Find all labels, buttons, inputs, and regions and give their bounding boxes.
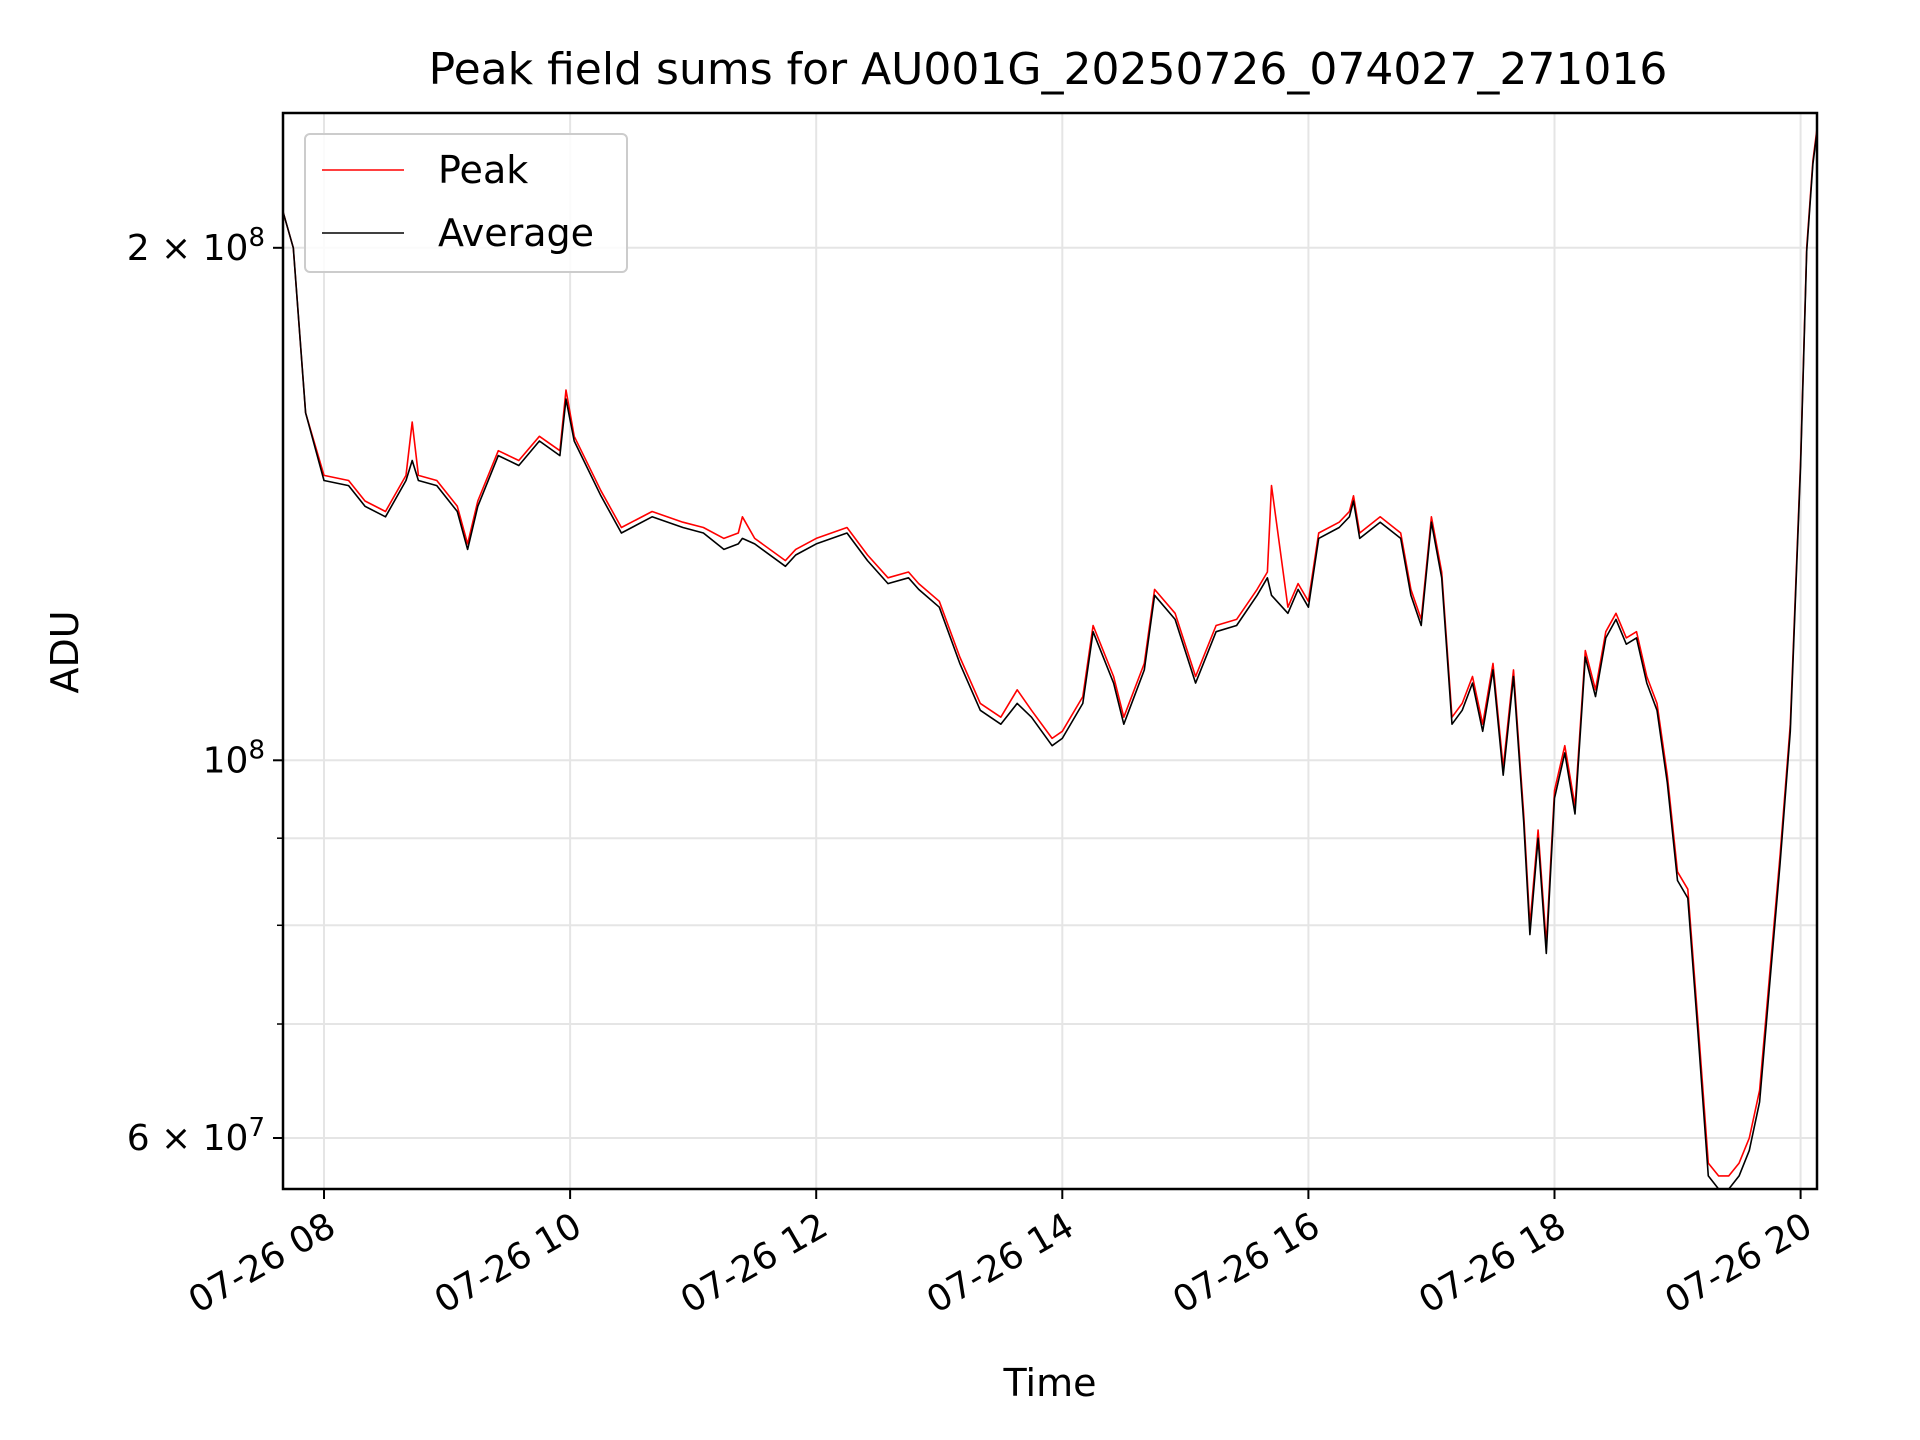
legend-label-peak: Peak xyxy=(438,148,528,192)
x-tick-label: 07-26 08 xyxy=(182,1205,343,1321)
x-tick-label: 07-26 16 xyxy=(1166,1205,1327,1321)
grid xyxy=(283,113,1817,1189)
x-tick-label: 07-26 20 xyxy=(1658,1205,1819,1321)
plot-area xyxy=(282,128,1818,1190)
x-tick-label: 07-26 18 xyxy=(1412,1205,1573,1321)
series-line-average xyxy=(282,131,1818,1190)
legend: Peak Average xyxy=(304,133,628,273)
x-axis-label: Time xyxy=(1003,1361,1097,1405)
y-tick-label: 108 xyxy=(203,735,265,781)
y-tick-label: 2 × 108 xyxy=(127,223,265,269)
y-axis: 6 × 107 108 2 × 108 xyxy=(127,223,283,1159)
legend-label-average: Average xyxy=(438,211,594,255)
x-axis: 07-26 08 07-26 10 07-26 12 07-26 14 07-26 16… xyxy=(182,1189,1819,1322)
series-line-peak xyxy=(282,128,1818,1177)
x-tick-label: 07-26 10 xyxy=(428,1205,589,1321)
chart-title: Peak field sums for AU001G_20250726_0740… xyxy=(429,44,1668,95)
axes-frame xyxy=(281,111,1819,1191)
x-tick-label: 07-26 12 xyxy=(674,1205,835,1321)
legend-box xyxy=(304,133,628,273)
y-tick-label: 6 × 107 xyxy=(127,1113,265,1159)
x-tick-label: 07-26 14 xyxy=(920,1205,1081,1321)
y-axis-label: ADU xyxy=(43,610,87,693)
